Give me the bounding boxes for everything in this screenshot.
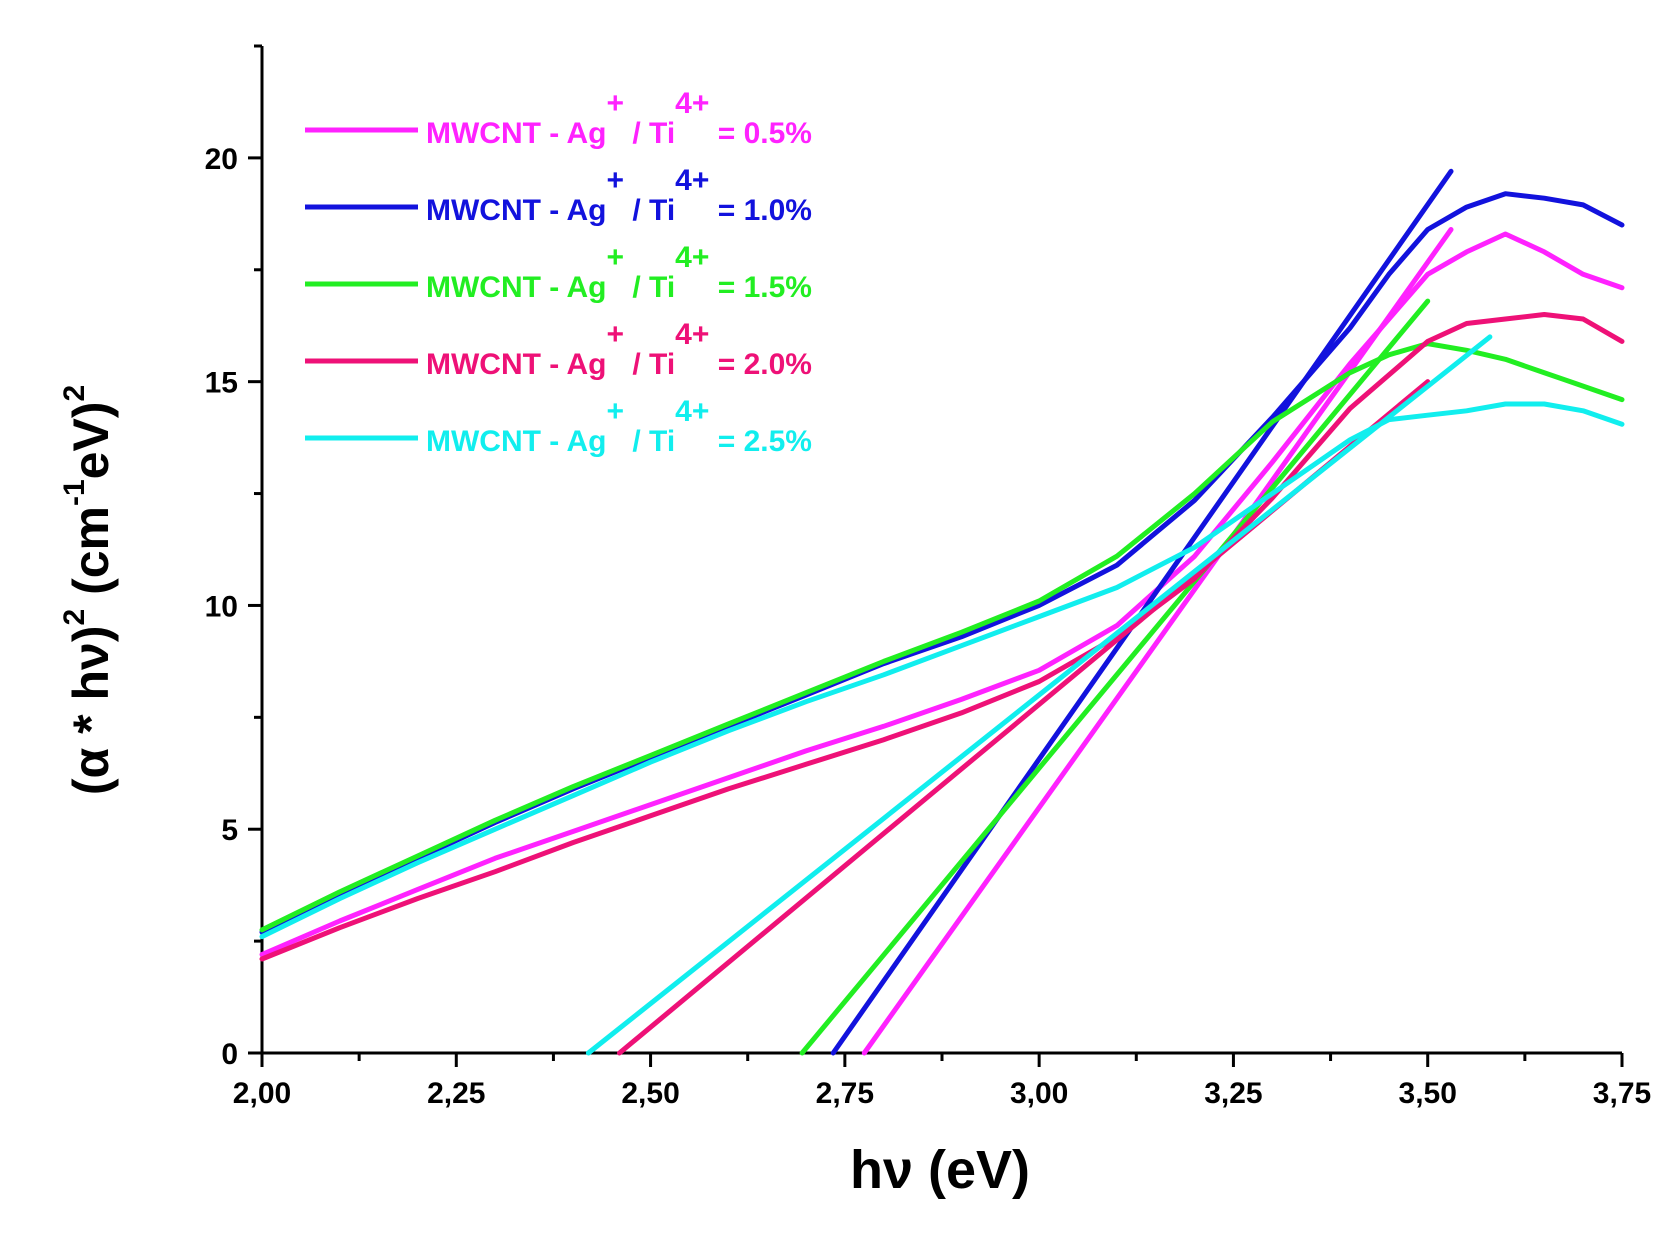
y-tick-label: 5	[221, 814, 238, 847]
fit-line-2-5pct	[585, 334, 1493, 1056]
legend-label-part: +	[607, 87, 625, 120]
x-tick-label: 2,75	[816, 1077, 874, 1110]
legend-label-part: MWCNT - Ag	[426, 194, 607, 227]
series-line-1-0pct	[259, 191, 1625, 935]
y-tick-label: 20	[205, 143, 238, 176]
x-tick-label: 3,50	[1399, 1077, 1457, 1110]
legend-label-part: MWCNT - Ag	[426, 271, 607, 304]
series-line-2-5pct	[259, 401, 1625, 940]
legend-label: MWCNT - Ag+ / Ti4+ = 0.5%	[426, 87, 812, 150]
legend-label-part: +	[607, 164, 625, 197]
y-axis-title-exp2: 2	[58, 385, 91, 402]
legend-label-part: / Ti	[624, 425, 675, 458]
legend-label-part: = 1.0%	[709, 194, 812, 227]
y-axis-title-unit: (cm	[63, 506, 119, 609]
x-tick-label: 3,75	[1593, 1077, 1651, 1110]
y-tick-label: 10	[205, 590, 238, 623]
fit-line-0-5pct	[861, 226, 1454, 1056]
y-axis-title-exp1: 2	[58, 609, 91, 626]
x-tick-label: 2,25	[427, 1077, 485, 1110]
y-axis-title-unit-tail: eV)	[63, 402, 119, 480]
legend-label-part: +	[607, 241, 625, 274]
legend-label: MWCNT - Ag+ / Ti4+ = 2.0%	[426, 318, 812, 381]
legend-label-part: / Ti	[624, 194, 675, 227]
legend-label-part: 4+	[675, 241, 709, 274]
y-tick-label: 15	[205, 367, 238, 400]
legend-label-part: = 0.5%	[709, 117, 812, 150]
x-tick-label: 2,50	[621, 1077, 679, 1110]
legend-label-part: MWCNT - Ag	[426, 425, 607, 458]
x-tick-label: 3,00	[1010, 1077, 1068, 1110]
x-axis-title: hν (eV)	[850, 1140, 1030, 1200]
legend-label-part: / Ti	[624, 117, 675, 150]
legend-label: MWCNT - Ag+ / Ti4+ = 1.0%	[426, 164, 812, 227]
series-line-1-5pct	[259, 341, 1625, 933]
x-tick-label: 3,25	[1204, 1077, 1262, 1110]
legend-label-part: = 1.5%	[709, 271, 812, 304]
legend-label: MWCNT - Ag+ / Ti4+ = 2.5%	[426, 395, 812, 458]
x-tick-label: 2,00	[233, 1077, 291, 1110]
legend-label: MWCNT - Ag+ / Ti4+ = 1.5%	[426, 241, 812, 304]
y-axis-title-prefix: (α * hν)	[63, 626, 119, 796]
legend-label-part: +	[607, 318, 625, 351]
series-group	[259, 168, 1625, 1056]
legend-label-part: = 2.5%	[709, 425, 812, 458]
legend-label-part: = 2.0%	[709, 348, 812, 381]
y-axis-title-unit-exp: -1	[58, 479, 91, 506]
legend-label-part: / Ti	[624, 271, 675, 304]
legend-label-part: 4+	[675, 87, 709, 120]
legend-label-part: MWCNT - Ag	[426, 348, 607, 381]
legend-label-part: +	[607, 395, 625, 428]
axes: 2,00 2,25 2,50 2,75 3,00 3,25 3,50 3,75 0 5 10 15 20	[205, 44, 1651, 1110]
y-axis-title: (α * hν)2 (cm-1eV)2	[58, 385, 119, 795]
y-tick-label: 0	[221, 1038, 238, 1071]
legend-label-part: 4+	[675, 318, 709, 351]
legend-label-part: / Ti	[624, 348, 675, 381]
legend-label-part: 4+	[675, 164, 709, 197]
legend-label-part: MWCNT - Ag	[426, 117, 607, 150]
series-line-0-5pct	[259, 231, 1625, 957]
fit-line-1-5pct	[799, 298, 1431, 1056]
series-line-2-0pct	[259, 312, 1625, 962]
legend-label-part: 4+	[675, 395, 709, 428]
legend: MWCNT - Ag+ / Ti4+ = 0.5%MWCNT - Ag+ / T…	[305, 87, 812, 458]
